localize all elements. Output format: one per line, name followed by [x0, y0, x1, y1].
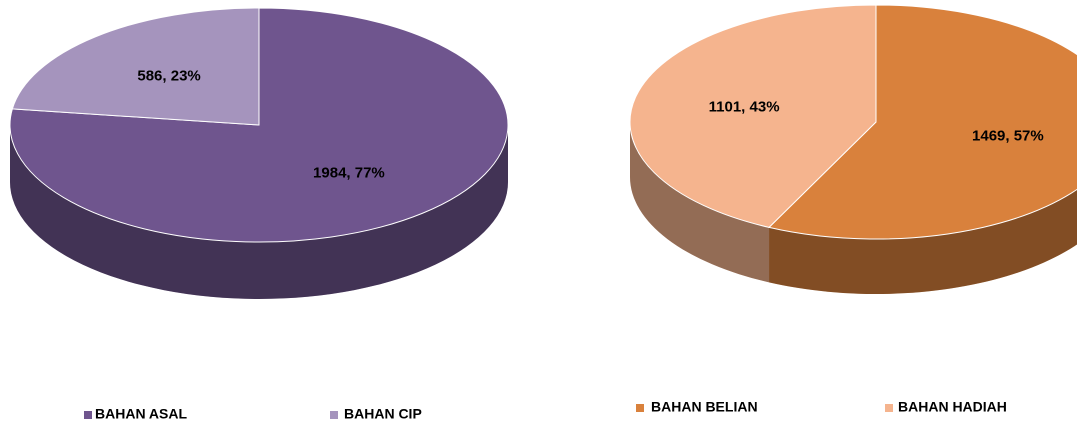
- pie-slice: [11, 7, 260, 126]
- legend-swatch: [84, 411, 92, 419]
- legend-swatch: [885, 404, 893, 412]
- data-label: 1984, 77%: [313, 165, 385, 182]
- pie-side: [629, 122, 770, 283]
- legend-label: BAHAN CIP: [344, 406, 422, 422]
- pie-slice: [768, 4, 1077, 240]
- legend-swatch: [636, 404, 644, 412]
- legend-label: BAHAN HADIAH: [898, 399, 1007, 415]
- legend-label: BAHAN BELIAN: [651, 399, 758, 415]
- pie-side-shade: [769, 189, 1077, 294]
- legend-label: BAHAN ASAL: [95, 406, 187, 422]
- pie-side: [769, 189, 1077, 294]
- legend-swatch: [330, 411, 338, 419]
- data-label: 1101, 43%: [709, 99, 780, 116]
- data-label: 1469, 57%: [972, 127, 1044, 144]
- pie-side: [10, 125, 508, 299]
- pie-side-shade: [629, 122, 770, 283]
- data-label: 586, 23%: [137, 67, 200, 84]
- pie-slice: [629, 4, 877, 228]
- pie-side-shade: [10, 125, 508, 299]
